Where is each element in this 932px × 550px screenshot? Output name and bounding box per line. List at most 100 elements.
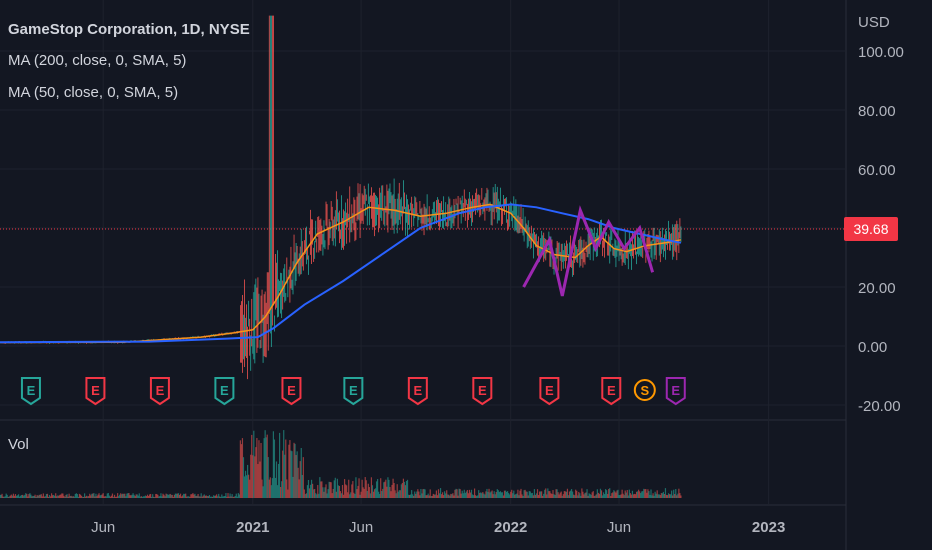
volume-bar bbox=[611, 493, 613, 498]
volume-bar bbox=[328, 481, 330, 498]
volume-bar bbox=[411, 490, 413, 498]
volume-bar bbox=[40, 494, 42, 498]
volume-bar bbox=[333, 480, 335, 498]
volume-bar bbox=[224, 496, 226, 498]
volume-bar bbox=[113, 494, 116, 498]
volume-bar bbox=[281, 481, 283, 498]
earnings-marker[interactable] bbox=[407, 377, 428, 406]
earnings-marker[interactable] bbox=[214, 377, 235, 406]
earnings-marker[interactable] bbox=[149, 377, 170, 406]
marker-label: S bbox=[640, 383, 649, 398]
volume-bar bbox=[479, 492, 481, 498]
volume-bar bbox=[487, 491, 489, 498]
volume-bar bbox=[33, 495, 35, 498]
volume-bar bbox=[452, 493, 454, 498]
volume-bar bbox=[274, 477, 277, 498]
volume-bar bbox=[656, 490, 658, 498]
ma-line bbox=[0, 203, 682, 344]
volume-bar bbox=[216, 494, 218, 498]
volume-bar bbox=[190, 494, 192, 498]
marker-label: E bbox=[671, 383, 680, 398]
volume-bar bbox=[531, 492, 533, 498]
volume-bar bbox=[473, 488, 476, 498]
volume-bar bbox=[345, 484, 347, 498]
volume-bar bbox=[164, 496, 166, 498]
volume-bar bbox=[565, 491, 568, 498]
volume-bar bbox=[64, 496, 66, 498]
volume-bar bbox=[185, 493, 187, 498]
volume-bar bbox=[456, 489, 458, 498]
earnings-marker[interactable] bbox=[601, 377, 622, 406]
volume-bar bbox=[674, 494, 676, 498]
volume-bar bbox=[315, 493, 317, 498]
earnings-marker[interactable] bbox=[343, 377, 364, 406]
ma200-legend[interactable]: MA (200, close, 0, SMA, 5) bbox=[8, 52, 187, 69]
volume-bar bbox=[463, 489, 465, 498]
volume-bar bbox=[388, 479, 390, 498]
volume-bar bbox=[117, 493, 119, 498]
volume-bar bbox=[72, 496, 74, 498]
volume-bar bbox=[182, 495, 184, 498]
volume-bar bbox=[129, 495, 131, 498]
volume-bar bbox=[235, 493, 237, 498]
volume-bar bbox=[207, 496, 210, 498]
volume-bar bbox=[1, 493, 3, 498]
volume-bar bbox=[262, 486, 264, 498]
volume-bar bbox=[341, 484, 344, 498]
volume-bar bbox=[301, 474, 303, 498]
volume-bar bbox=[354, 493, 356, 498]
volume-bar bbox=[27, 496, 29, 498]
volume-bar bbox=[623, 495, 625, 498]
volume-bar bbox=[103, 496, 105, 498]
volume-bar bbox=[272, 431, 275, 498]
y-tick-label: 0.00 bbox=[858, 339, 887, 356]
volume-bar bbox=[213, 495, 216, 498]
volume-bar bbox=[672, 495, 674, 498]
earnings-marker[interactable] bbox=[665, 377, 686, 406]
volume-bar bbox=[677, 493, 679, 498]
volume-bar bbox=[142, 496, 145, 498]
volume-bar bbox=[458, 488, 460, 498]
volume-bar bbox=[540, 491, 542, 498]
ma50-legend[interactable]: MA (50, close, 0, SMA, 5) bbox=[8, 84, 179, 101]
volume-bar bbox=[338, 485, 341, 498]
zigzag-drawing bbox=[522, 205, 655, 297]
volume-bar bbox=[270, 485, 272, 498]
volume-bar bbox=[15, 495, 18, 498]
split-marker[interactable] bbox=[633, 379, 656, 401]
volume-bar bbox=[414, 491, 416, 498]
earnings-marker[interactable] bbox=[281, 377, 302, 406]
volume-bar bbox=[288, 444, 290, 498]
volume-bar bbox=[237, 493, 239, 498]
volume-bar bbox=[277, 463, 280, 498]
volume-bar bbox=[227, 493, 229, 498]
volume-bar bbox=[477, 495, 479, 498]
volume-bar bbox=[334, 477, 336, 498]
volume-bar bbox=[226, 496, 228, 498]
volume-bar bbox=[222, 496, 224, 498]
volume-bar bbox=[629, 493, 631, 498]
earnings-marker[interactable] bbox=[85, 377, 106, 406]
volume-bar bbox=[381, 491, 383, 498]
earnings-marker[interactable] bbox=[20, 377, 41, 406]
volume-bar bbox=[538, 491, 541, 498]
marker-label: E bbox=[607, 383, 616, 398]
earnings-marker[interactable] bbox=[472, 377, 493, 406]
volume-bar bbox=[355, 477, 357, 498]
volume-bar bbox=[620, 494, 622, 498]
volume-bar bbox=[643, 488, 645, 498]
volume-bar bbox=[132, 493, 134, 498]
volume-bar bbox=[445, 493, 447, 498]
volume-bar bbox=[658, 494, 660, 498]
volume-bar bbox=[464, 492, 466, 498]
volume-bar bbox=[399, 490, 401, 498]
volume-bar bbox=[476, 495, 478, 498]
earnings-marker[interactable] bbox=[539, 377, 560, 406]
volume-bar bbox=[165, 493, 167, 498]
volume-bar bbox=[523, 490, 525, 498]
volume-label[interactable]: Vol bbox=[8, 436, 29, 453]
volume-bar bbox=[429, 489, 431, 498]
volume-bar bbox=[92, 493, 94, 498]
volume-bar bbox=[268, 479, 270, 498]
